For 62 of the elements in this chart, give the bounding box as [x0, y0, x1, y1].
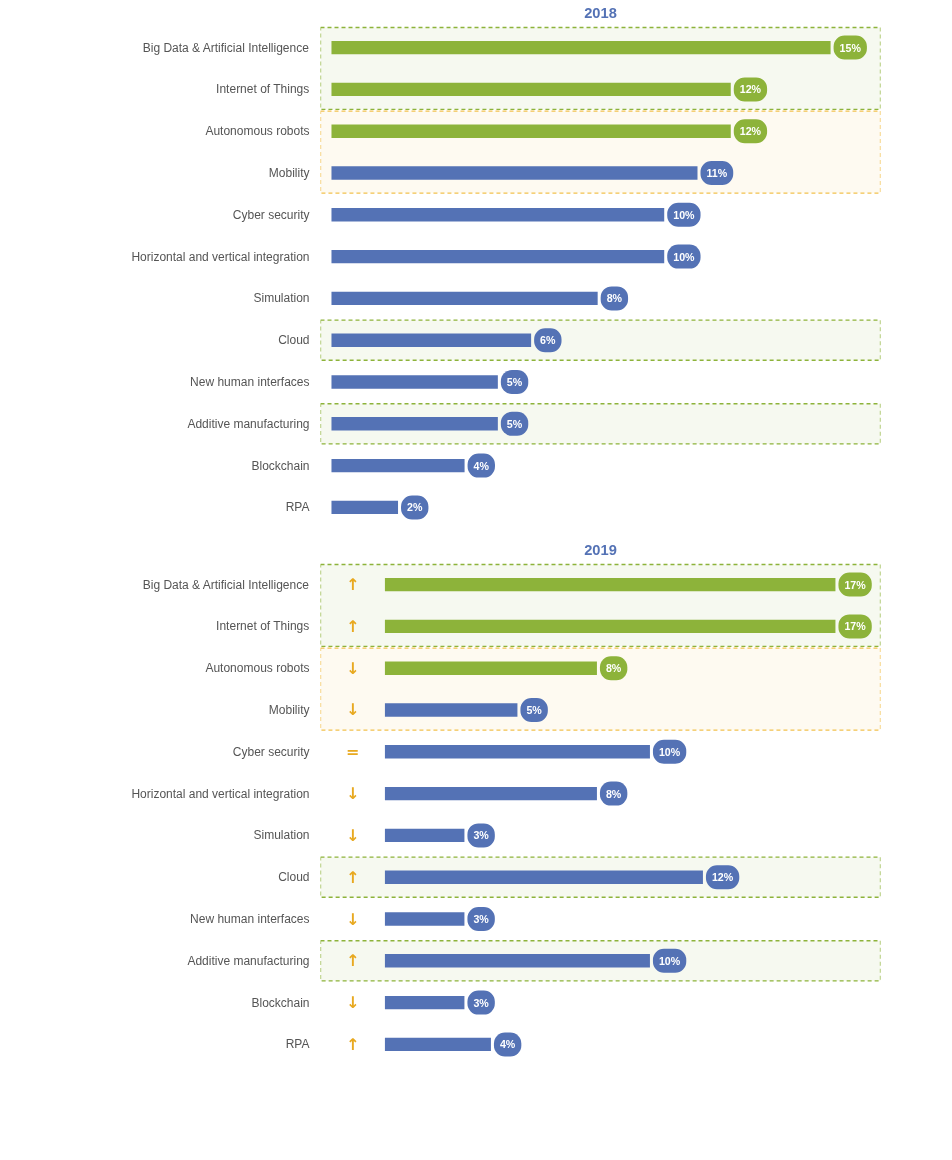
- data-label: 12%: [739, 125, 762, 138]
- data-label: 5%: [526, 703, 543, 716]
- y-tick-label: Cyber security: [232, 744, 310, 759]
- text: =: [346, 742, 360, 762]
- data-label: 5%: [506, 376, 523, 389]
- y-tick-label: Simulation: [253, 291, 310, 306]
- data-label: 3%: [473, 996, 490, 1009]
- y-tick-label: Cloud: [278, 870, 310, 885]
- y-tick-label: Simulation: [253, 828, 310, 843]
- data-label: 10%: [673, 250, 696, 263]
- y-tick-label: Autonomous robots: [205, 124, 310, 139]
- y-tick-label: Internet of Things: [216, 82, 310, 97]
- text: ↓: [346, 909, 360, 929]
- data-label: 12%: [739, 83, 762, 96]
- data-label: 10%: [673, 208, 696, 221]
- y-tick-label: Additive manufacturing: [187, 953, 310, 968]
- y-tick-label: Internet of Things: [216, 619, 310, 634]
- text: ↑: [346, 867, 360, 887]
- data-label: 17%: [844, 578, 867, 591]
- text: ↓: [346, 784, 360, 804]
- y-tick-label: Big Data & Artificial Intelligence: [142, 40, 310, 55]
- data-label: 4%: [499, 1038, 516, 1051]
- chart-title: 2018: [584, 4, 617, 21]
- data-label: 3%: [473, 913, 490, 926]
- data-label: 5%: [506, 417, 523, 430]
- text: ↑: [346, 1034, 360, 1054]
- y-tick-label: Cyber security: [232, 207, 310, 222]
- data-label: 4%: [473, 459, 490, 472]
- text: ↑: [346, 575, 360, 595]
- y-tick-label: Horizontal and vertical integration: [131, 786, 310, 801]
- data-label: 12%: [711, 871, 734, 884]
- data-label: 6%: [540, 334, 557, 347]
- y-tick-label: Mobility: [268, 702, 310, 717]
- text: ↓: [346, 993, 360, 1013]
- data-label: 2%: [407, 501, 423, 514]
- data-label: 8%: [605, 662, 622, 675]
- data-label: 17%: [844, 620, 867, 633]
- y-tick-label: Cloud: [278, 333, 310, 348]
- y-tick-label: RPA: [285, 1037, 310, 1052]
- data-label: 3%: [473, 829, 490, 842]
- y-tick-label: Blockchain: [251, 458, 310, 473]
- text: ↓: [346, 700, 360, 720]
- y-tick-label: New human interfaces: [190, 375, 310, 390]
- data-label: 8%: [605, 787, 622, 800]
- y-tick-label: Autonomous robots: [205, 661, 310, 676]
- data-label: 11%: [706, 166, 728, 179]
- data-label: 8%: [606, 292, 623, 305]
- data-label: 15%: [839, 41, 862, 54]
- y-tick-label: RPA: [285, 500, 310, 515]
- data-label: 10%: [658, 745, 681, 758]
- data-label: 10%: [658, 954, 681, 967]
- y-tick-label: Additive manufacturing: [187, 416, 310, 431]
- text: ↑: [346, 951, 360, 971]
- chart-title: 2019: [584, 541, 617, 558]
- y-tick-label: Mobility: [268, 165, 310, 180]
- text: ↓: [346, 825, 360, 845]
- y-tick-label: Blockchain: [251, 995, 310, 1010]
- text: ↓: [346, 658, 360, 678]
- text: ↑: [346, 616, 360, 636]
- y-tick-label: Horizontal and vertical integration: [131, 249, 310, 264]
- y-tick-label: New human interfaces: [190, 912, 310, 927]
- y-tick-label: Big Data & Artificial Intelligence: [142, 577, 310, 592]
